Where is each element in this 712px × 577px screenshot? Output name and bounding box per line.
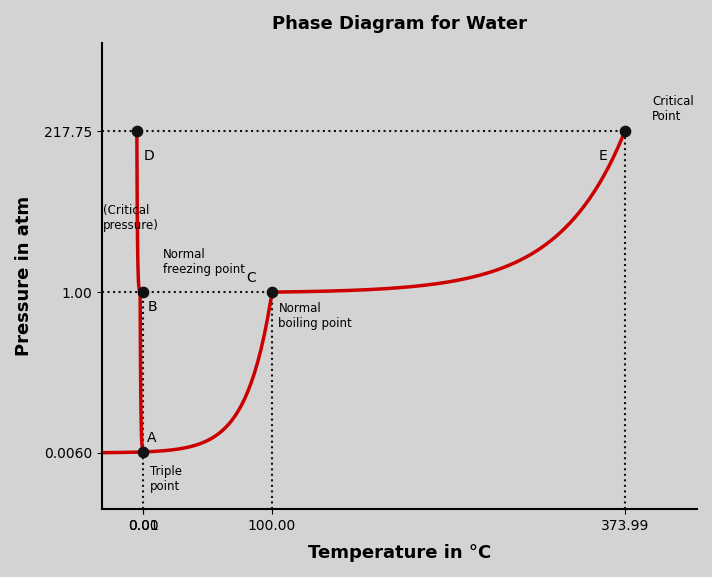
Point xyxy=(619,127,631,136)
Point xyxy=(137,447,149,456)
Title: Phase Diagram for Water: Phase Diagram for Water xyxy=(272,15,527,33)
Text: Triple
point: Triple point xyxy=(150,465,182,493)
Text: (Critical
pressure): (Critical pressure) xyxy=(103,204,159,232)
Point xyxy=(266,287,278,297)
Text: A: A xyxy=(147,431,157,445)
Point xyxy=(137,287,149,297)
Text: E: E xyxy=(599,149,608,163)
Point xyxy=(131,127,142,136)
Text: Critical
Point: Critical Point xyxy=(652,95,693,123)
Y-axis label: Pressure in atm: Pressure in atm xyxy=(15,196,33,356)
Text: B: B xyxy=(147,301,157,314)
Text: Normal
boiling point: Normal boiling point xyxy=(278,302,352,331)
X-axis label: Temperature in °C: Temperature in °C xyxy=(308,544,491,562)
Text: Normal
freezing point: Normal freezing point xyxy=(162,248,245,276)
Text: D: D xyxy=(143,149,154,163)
Text: C: C xyxy=(246,271,256,286)
